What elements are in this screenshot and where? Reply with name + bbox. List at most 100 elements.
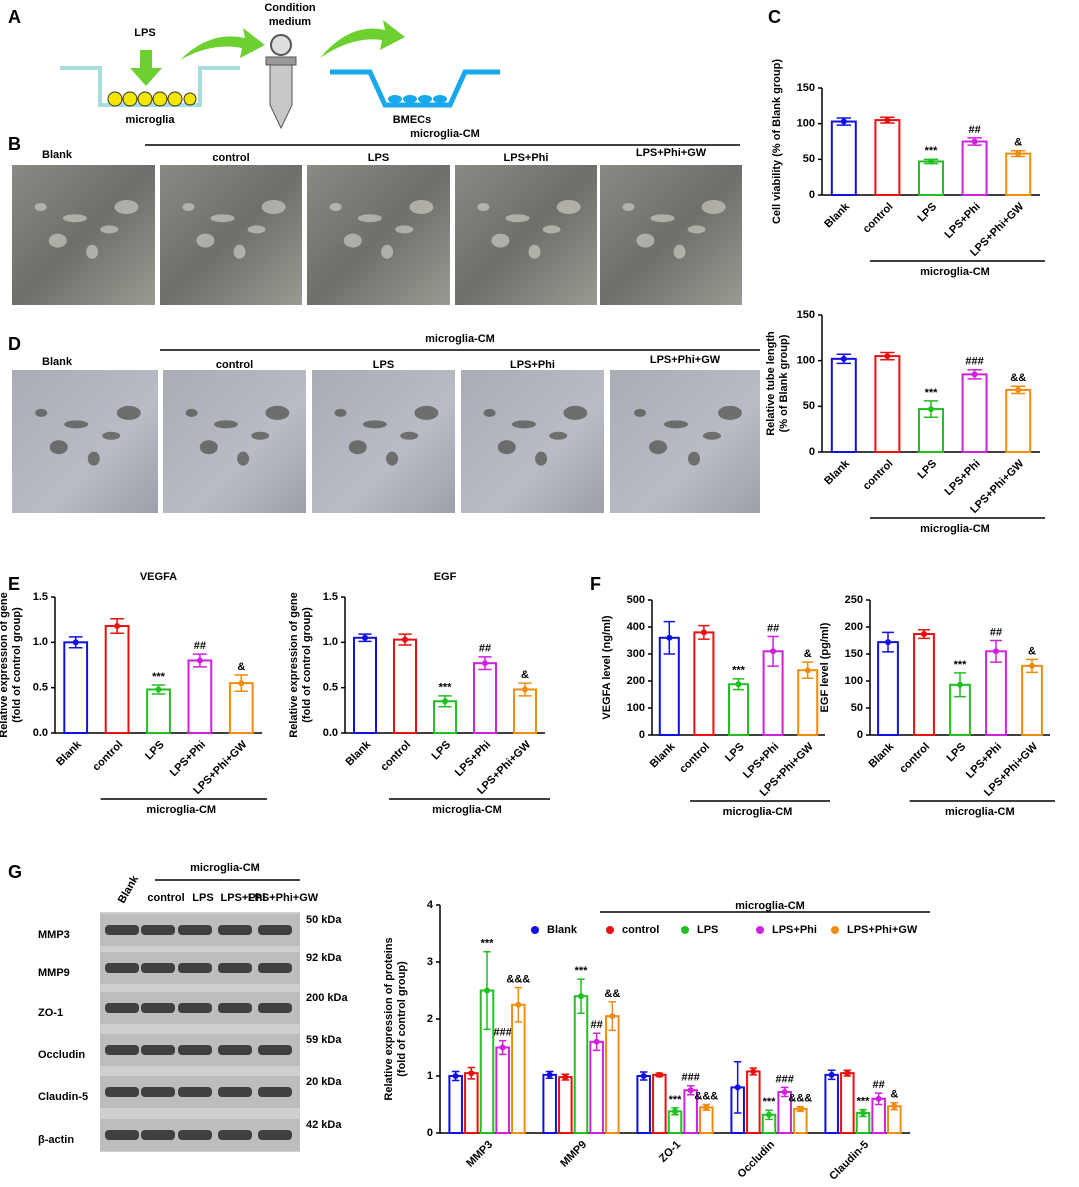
legend-label: LPS+Phi+GW <box>847 924 918 936</box>
bar <box>874 119 901 196</box>
bar <box>495 1046 510 1134</box>
annotation: ## <box>873 1079 885 1091</box>
bar-dot <box>609 1013 616 1020</box>
image-label: Blank <box>42 149 73 161</box>
bar-dot <box>687 1087 694 1094</box>
band <box>218 1087 252 1097</box>
lane-label: LPS+Phi+GW <box>248 892 319 904</box>
bar <box>511 1003 526 1134</box>
size-label: 92 kDa <box>306 952 342 964</box>
legend-label: control <box>622 924 659 936</box>
lane-label: LPS+Phi <box>221 892 266 904</box>
micrograph <box>610 370 760 513</box>
bar <box>573 995 589 1135</box>
image-label: LPS+Phi <box>504 152 549 164</box>
band <box>105 1130 139 1140</box>
x-tick-label: MMP3 <box>464 1139 495 1170</box>
cell-shape <box>64 420 89 429</box>
tube <box>265 34 297 130</box>
bar-dot <box>196 657 203 664</box>
bar-dot <box>666 634 673 641</box>
y-tick-label: 0.5 <box>33 682 48 694</box>
cell-shape <box>687 225 706 234</box>
bar-dot <box>114 623 121 630</box>
y-tick-label: 0.0 <box>323 727 338 739</box>
cell-shape <box>528 244 541 259</box>
bar-dot <box>840 355 847 362</box>
band <box>218 1003 252 1013</box>
cell-shape <box>35 408 48 417</box>
bar-dot <box>499 1044 506 1051</box>
y-tick-label: 1.0 <box>33 636 48 648</box>
panel-label: B <box>8 134 21 154</box>
cell-shape <box>233 244 246 259</box>
band <box>218 925 252 935</box>
x-tick-label: LPS+Phi <box>453 739 493 779</box>
bar-dot <box>993 648 999 655</box>
cell-shape <box>491 233 510 248</box>
cell-shape <box>400 431 419 440</box>
bar <box>605 1015 620 1135</box>
y-tick-label: 0 <box>857 729 863 741</box>
annotation: *** <box>575 965 589 977</box>
bar-dot <box>928 158 934 165</box>
x-tick-label: LPS <box>723 741 747 765</box>
annotation: &&& <box>506 974 530 986</box>
bar <box>187 659 213 735</box>
y-tick-label: 2 <box>427 1013 433 1025</box>
size-label: 20 kDa <box>306 1076 342 1088</box>
cell-shape <box>535 451 548 466</box>
bar-dot <box>362 634 368 641</box>
well <box>330 69 500 108</box>
bar-dot <box>578 993 584 1000</box>
bar <box>961 373 988 453</box>
y-axis-label: Cell viability (% of Blank group) <box>771 59 783 224</box>
annotation: ### <box>965 356 983 368</box>
cell-shape <box>196 233 215 248</box>
panel-label: G <box>8 862 22 882</box>
annotation: *** <box>925 145 939 157</box>
bar-dot <box>828 1071 835 1078</box>
bar <box>699 1106 714 1134</box>
cell-shape <box>556 200 581 214</box>
cell-shape <box>511 420 536 429</box>
well <box>60 66 240 107</box>
x-tick-label: Blank <box>866 740 896 770</box>
annotation: *** <box>763 1096 777 1108</box>
bar <box>63 641 89 734</box>
legend-label: LPS <box>697 924 718 936</box>
cell-shape <box>649 440 667 455</box>
cells <box>388 95 447 103</box>
group-label: microglia-CM <box>945 806 1015 818</box>
y-tick-label: 150 <box>845 648 863 660</box>
lane-label: Blank <box>116 873 142 906</box>
x-tick-label: control <box>861 458 896 493</box>
x-tick-label: ZO-1 <box>657 1139 683 1165</box>
micrograph <box>12 370 158 513</box>
bar-dot <box>1015 150 1022 157</box>
cell-shape <box>34 203 47 211</box>
bar <box>104 625 130 734</box>
lane-label: control <box>147 892 184 904</box>
cell-shape <box>182 203 195 211</box>
cell-shape <box>357 214 382 223</box>
annotation: ## <box>591 1019 603 1031</box>
bar <box>830 357 857 453</box>
bar <box>542 1073 557 1134</box>
y-axis-label: Relative tube length <box>765 331 777 436</box>
x-tick-label: control <box>861 201 896 236</box>
annotation: *** <box>925 387 939 399</box>
bar <box>797 669 819 737</box>
annotation: &&& <box>788 1093 812 1105</box>
micrograph <box>461 370 604 513</box>
x-tick-label: Blank <box>822 200 852 230</box>
cell-shape <box>634 408 646 417</box>
cell-shape <box>251 431 270 440</box>
cell-shape <box>116 405 141 420</box>
annotation: *** <box>954 659 968 671</box>
bar-dot <box>928 406 934 413</box>
x-tick-label: LPS <box>916 201 940 225</box>
y-tick-label: 0 <box>639 729 645 741</box>
bar-dot <box>593 1038 600 1045</box>
bar <box>1005 152 1032 196</box>
